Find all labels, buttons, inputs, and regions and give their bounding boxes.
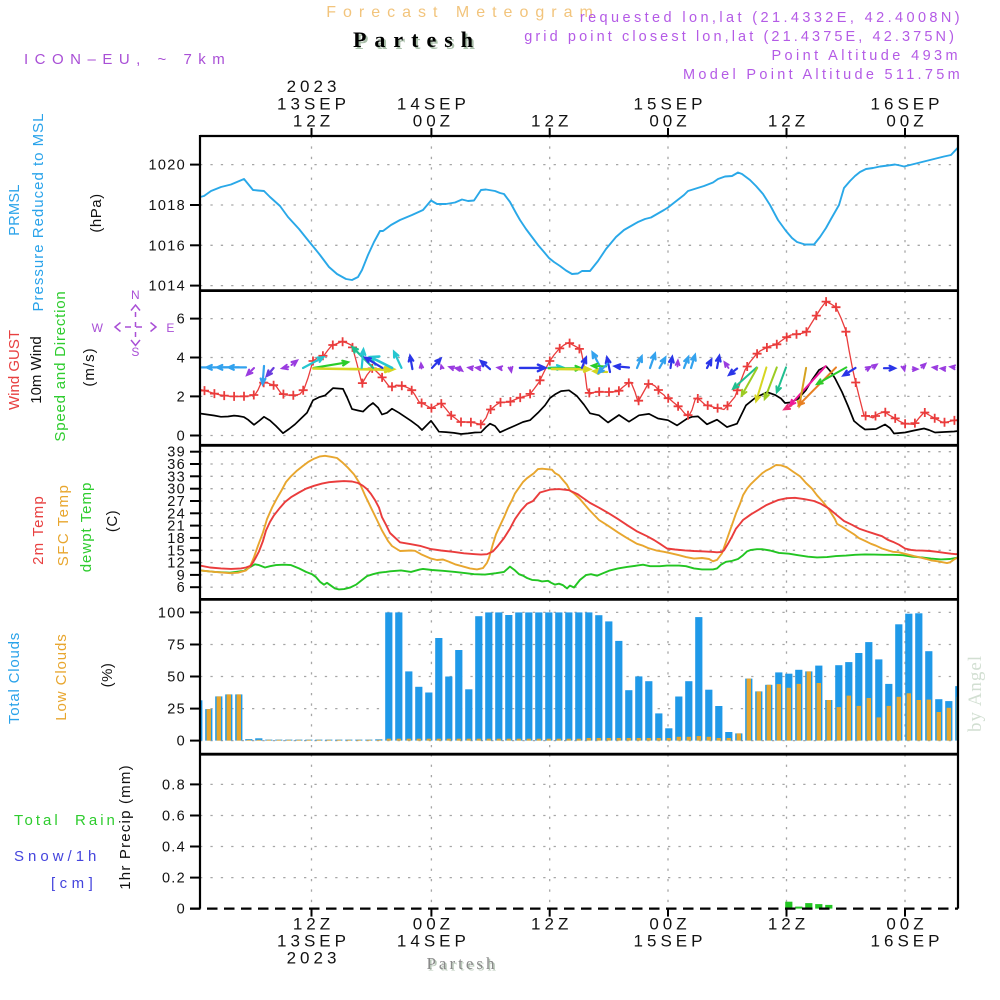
svg-text:Partesh: Partesh	[355, 29, 483, 54]
svg-text:12Z: 12Z	[531, 112, 572, 131]
svg-text:16SEP: 16SEP	[871, 932, 944, 951]
svg-text:36: 36	[167, 457, 186, 473]
svg-text:0.8: 0.8	[162, 777, 186, 793]
svg-text:12Z: 12Z	[293, 112, 334, 131]
svg-text:0.6: 0.6	[162, 809, 186, 825]
svg-text:ICON–EU, ~ 7km: ICON–EU, ~ 7km	[24, 51, 231, 68]
svg-text:Point Altitude 493m: Point Altitude 493m	[771, 48, 961, 64]
svg-text:Model Point Altitude 511.75m: Model Point Altitude 511.75m	[683, 67, 963, 83]
svg-text:Snow/1h: Snow/1h	[14, 848, 100, 865]
svg-text:requested lon,lat (21.4332E, 4: requested lon,lat (21.4332E, 42.4008N)	[580, 10, 963, 26]
svg-text:27: 27	[167, 494, 186, 510]
svg-text:PRMSL: PRMSL	[7, 184, 23, 235]
svg-text:12Z: 12Z	[768, 915, 809, 934]
svg-text:15SEP: 15SEP	[634, 932, 707, 951]
svg-text:1020: 1020	[149, 158, 186, 174]
svg-text:(%): (%)	[99, 663, 116, 688]
svg-text:0: 0	[177, 429, 186, 445]
svg-text:30: 30	[167, 482, 186, 498]
svg-text:E: E	[166, 321, 175, 335]
svg-text:6: 6	[177, 580, 186, 596]
svg-text:16SEP: 16SEP	[871, 95, 944, 114]
svg-text:13SEP: 13SEP	[277, 95, 350, 114]
svg-text:[cm]: [cm]	[51, 875, 97, 892]
svg-text:SFC Temp: SFC Temp	[55, 484, 72, 567]
svg-text:13SEP: 13SEP	[277, 932, 350, 951]
svg-text:Pressure Reduced to MSL: Pressure Reduced to MSL	[30, 113, 47, 312]
svg-text:15: 15	[167, 543, 186, 559]
svg-text:dewpt Temp: dewpt Temp	[78, 482, 95, 573]
svg-text:grid point closest lon,lat (21: grid point closest lon,lat (21.4375E, 42…	[524, 29, 957, 45]
svg-text:00Z: 00Z	[886, 915, 927, 934]
svg-text:Low Clouds: Low Clouds	[53, 633, 70, 720]
svg-text:N: N	[131, 288, 141, 302]
svg-text:1hr Precip (mm): 1hr Precip (mm)	[117, 764, 134, 890]
svg-text:Partesh: Partesh	[353, 27, 481, 52]
svg-text:12: 12	[167, 556, 186, 572]
svg-text:(C): (C)	[104, 510, 121, 532]
svg-text:Wind GUST: Wind GUST	[6, 330, 23, 410]
svg-text:W: W	[92, 321, 105, 335]
svg-text:12Z: 12Z	[531, 915, 572, 934]
svg-text:0.4: 0.4	[162, 840, 186, 856]
svg-text:Total Clouds: Total Clouds	[6, 632, 23, 724]
svg-text:0: 0	[177, 902, 186, 918]
svg-text:2: 2	[177, 389, 186, 405]
svg-text:100: 100	[158, 605, 186, 621]
svg-text:00Z: 00Z	[649, 112, 690, 131]
svg-text:00Z: 00Z	[886, 112, 927, 131]
svg-text:Forecast Meteogram: Forecast Meteogram	[326, 4, 600, 21]
svg-text:1018: 1018	[149, 198, 186, 214]
svg-text:4: 4	[177, 351, 186, 367]
svg-text:(m/s): (m/s)	[81, 347, 98, 386]
svg-text:75: 75	[167, 638, 186, 654]
svg-text:00Z: 00Z	[649, 915, 690, 934]
svg-text:14SEP: 14SEP	[397, 95, 470, 114]
svg-text:9: 9	[177, 568, 186, 584]
svg-text:25: 25	[167, 702, 186, 718]
svg-text:50: 50	[167, 670, 186, 686]
svg-text:Total Rain: Total Rain	[14, 812, 118, 829]
svg-text:2023: 2023	[287, 77, 341, 96]
svg-text:1014: 1014	[149, 279, 186, 295]
svg-text:Partesh: Partesh	[428, 956, 499, 975]
svg-text:S: S	[131, 345, 140, 359]
svg-text:2m Temp: 2m Temp	[30, 495, 47, 565]
svg-text:0.2: 0.2	[162, 871, 186, 887]
svg-text:21: 21	[167, 519, 186, 535]
svg-text:6: 6	[177, 312, 186, 328]
svg-text:24: 24	[167, 506, 186, 522]
svg-text:00Z: 00Z	[413, 112, 454, 131]
svg-text:15SEP: 15SEP	[634, 95, 707, 114]
svg-text:39: 39	[167, 445, 186, 461]
svg-text:18: 18	[167, 531, 186, 547]
svg-text:12Z: 12Z	[293, 915, 334, 934]
svg-text:33: 33	[167, 469, 186, 485]
svg-text:Speed and Direction: Speed and Direction	[52, 290, 69, 441]
svg-text:1016: 1016	[149, 238, 186, 254]
svg-text:(hPa): (hPa)	[88, 193, 105, 232]
svg-text:by Angel: by Angel	[965, 655, 986, 732]
svg-text:12Z: 12Z	[768, 112, 809, 131]
svg-text:Partesh: Partesh	[426, 954, 497, 973]
svg-text:10m Wind: 10m Wind	[28, 336, 45, 404]
svg-text:2023: 2023	[287, 949, 341, 968]
svg-text:00Z: 00Z	[413, 915, 454, 934]
svg-text:0: 0	[177, 734, 186, 750]
svg-text:14SEP: 14SEP	[397, 932, 470, 951]
